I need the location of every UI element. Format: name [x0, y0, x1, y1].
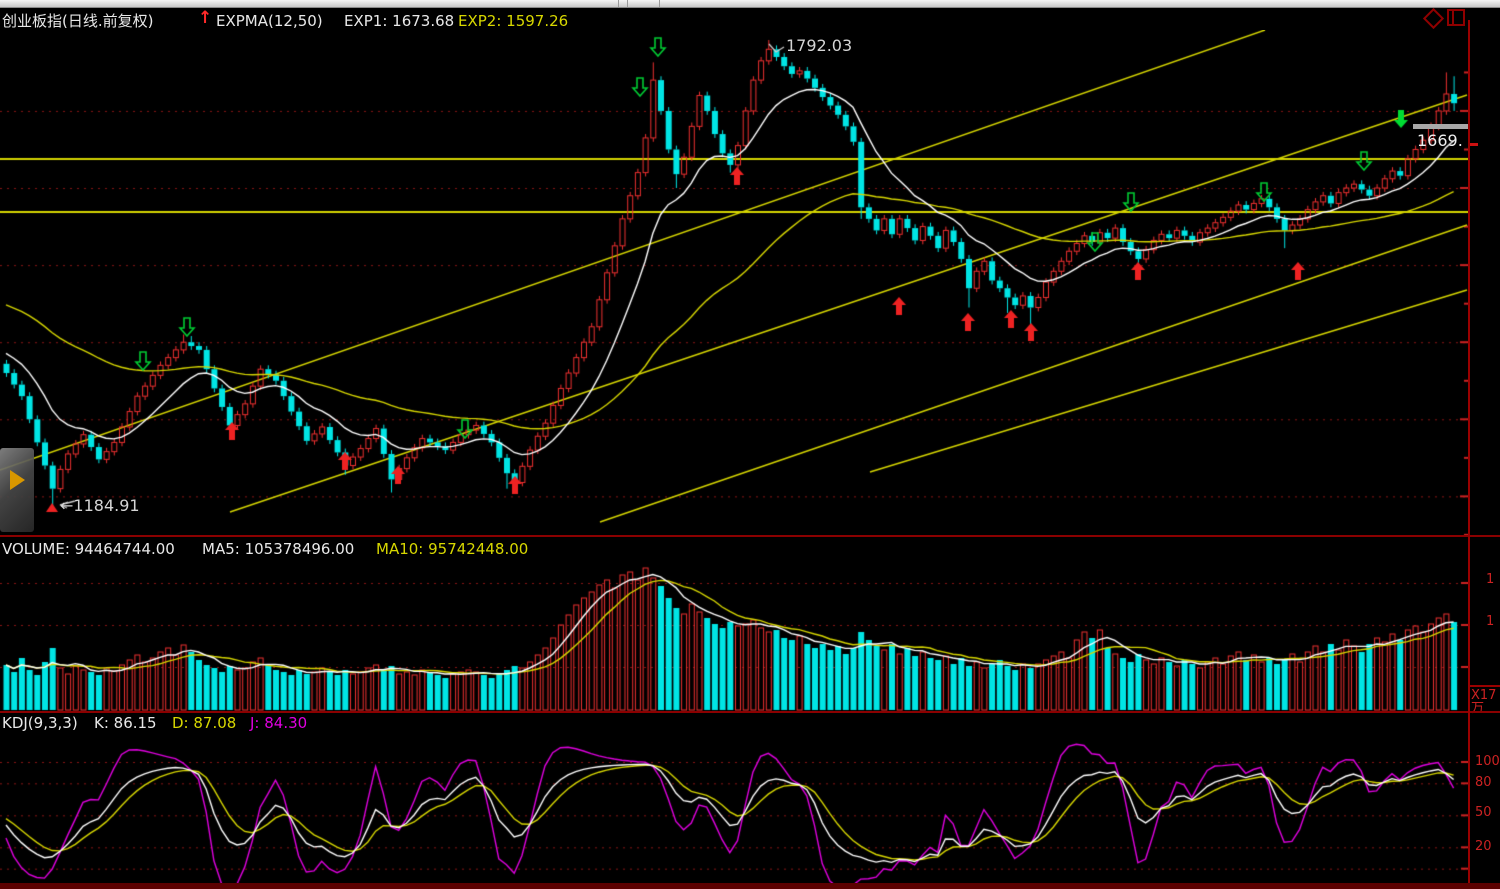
main-price-chart[interactable]	[0, 30, 1500, 536]
last-price-tick	[1470, 143, 1478, 146]
panel-separator	[0, 711, 1500, 713]
toolbar-separator	[659, 0, 660, 7]
volume-chart[interactable]	[0, 558, 1500, 712]
window-top-edge	[0, 0, 1500, 8]
kdj-axis-label-50: 50	[1475, 805, 1492, 820]
kdj-j-value: J: 84.30	[250, 714, 308, 732]
volume-value: VOLUME: 94464744.00	[2, 540, 175, 558]
peak-price-label: 1792.03	[786, 36, 853, 55]
expma-up-arrow-icon: ↑	[198, 8, 213, 28]
toolbar-separator	[618, 0, 619, 7]
kdj-axis-label-100: 100	[1475, 754, 1500, 769]
bottom-frame-bar[interactable]	[0, 883, 1500, 889]
volume-axis-label: 1	[1486, 572, 1495, 587]
pan-left-arrow-icon	[10, 470, 25, 490]
exp2-value: EXP2: 1597.26	[458, 12, 569, 30]
indicator-label[interactable]: EXPMA(12,50)	[216, 12, 323, 30]
right-axis-border	[1468, 20, 1470, 884]
volume-axis-corner	[1468, 685, 1500, 687]
last-price-tag-bar	[1413, 124, 1468, 129]
kdj-k-value: K: 86.15	[94, 714, 157, 732]
panel-separator	[0, 535, 1500, 537]
kdj-axis-label-20: 20	[1475, 839, 1492, 854]
diamond-icon[interactable]	[1422, 7, 1445, 30]
kdj-d-value: D: 87.08	[172, 714, 237, 732]
volume-axis-label: 1	[1486, 614, 1495, 629]
pan-left-button[interactable]	[0, 448, 34, 532]
low-price-label: ←1184.91	[60, 496, 140, 515]
restore-window-icon-pane	[1452, 11, 1454, 24]
exp1-value: EXP1: 1673.68	[344, 12, 455, 30]
volume-ma5-value: MA5: 105378496.00	[202, 540, 355, 558]
last-price-tag: 1669.	[1417, 131, 1463, 150]
toolbar-separator	[627, 0, 628, 7]
instrument-title: 创业板指(日线.前复权)	[2, 12, 154, 30]
kdj-chart[interactable]	[0, 733, 1500, 883]
volume-ma10-value: MA10: 95742448.00	[376, 540, 529, 558]
kdj-indicator-label[interactable]: KDJ(9,3,3)	[2, 714, 78, 732]
kdj-axis-label-80: 80	[1475, 775, 1492, 790]
restore-window-icon[interactable]	[1447, 9, 1465, 26]
